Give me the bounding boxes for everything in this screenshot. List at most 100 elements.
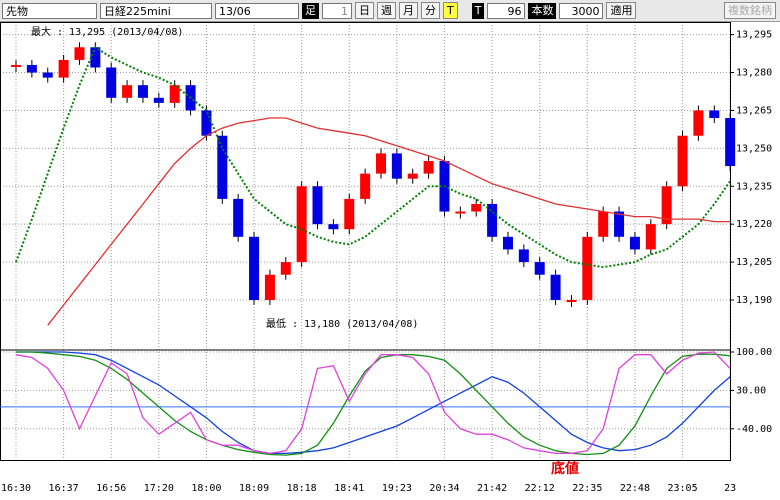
- candle: [249, 236, 260, 300]
- contract-select[interactable]: 13/06: [215, 2, 299, 19]
- y-tick-label: 30.00: [736, 385, 766, 396]
- candle: [598, 211, 609, 237]
- toolbar: 先物 日経225mini 13/06 足 1 日 週 月 分 T T 96 本数…: [0, 0, 780, 22]
- symbol-select[interactable]: 日経225mini: [100, 2, 212, 19]
- y-tick-label: 13,250: [736, 143, 772, 154]
- week-button[interactable]: 週: [377, 2, 396, 19]
- candle: [74, 47, 85, 60]
- candle: [518, 249, 529, 263]
- x-tick-label: 18:41: [334, 483, 364, 494]
- candle: [582, 236, 593, 300]
- candle: [58, 59, 69, 78]
- y-tick-label: 13,220: [736, 219, 772, 230]
- candle: [677, 135, 688, 187]
- bottom-annotation: 底値: [551, 460, 579, 477]
- chart: 最大 : 13,295 (2013/04/08) 最低 : 13,180 (20…: [0, 22, 772, 494]
- candle: [280, 262, 291, 275]
- min-annotation: 最低 : 13,180 (2013/04/08): [266, 317, 418, 330]
- candle: [693, 110, 704, 136]
- candle: [360, 173, 371, 199]
- t-label: T: [471, 2, 485, 19]
- candle: [201, 110, 212, 136]
- candle: [344, 198, 355, 230]
- y-tick-label: 13,235: [736, 181, 772, 192]
- count-value[interactable]: 3000: [559, 2, 604, 19]
- t-value[interactable]: 96: [487, 2, 526, 19]
- candle: [645, 224, 656, 250]
- x-tick-label: 22:35: [572, 483, 602, 494]
- candle: [11, 64, 21, 67]
- x-tick-label: 16:56: [96, 483, 126, 494]
- x-tick-label: 18:09: [239, 483, 269, 494]
- series-line: [15, 351, 731, 455]
- candle: [629, 236, 640, 250]
- candle: [407, 173, 418, 179]
- month-button[interactable]: 月: [399, 2, 418, 19]
- candle: [296, 186, 307, 263]
- x-tick-label: 21:42: [477, 483, 507, 494]
- candle: [376, 153, 387, 174]
- apply-button[interactable]: 適用: [606, 2, 637, 19]
- y-tick-label: 13,265: [736, 105, 772, 116]
- series-line: [16, 351, 731, 455]
- x-tick-label: 22:12: [525, 483, 555, 494]
- candle: [455, 211, 466, 214]
- max-annotation: 最大 : 13,295 (2013/04/08): [31, 25, 183, 38]
- candle: [169, 85, 180, 103]
- x-tick-label: 16:37: [49, 483, 79, 494]
- y-tick-label: -40.00: [736, 424, 772, 435]
- candle: [137, 85, 148, 98]
- x-tick-label: 23: [724, 483, 736, 494]
- candle: [312, 186, 323, 225]
- candle: [264, 274, 275, 300]
- candle: [328, 224, 339, 230]
- candle: [217, 135, 228, 199]
- candle: [122, 85, 133, 98]
- minute-button[interactable]: 分: [421, 2, 440, 19]
- marks: 16:30 16:37 16:56 17:20 18:00 18:09 18:18 18:41…: [0, 30, 772, 494]
- candle: [487, 203, 498, 237]
- tick-button[interactable]: T: [443, 2, 458, 19]
- candle: [502, 236, 513, 250]
- series-line: [47, 117, 731, 326]
- x-tick-label: 16:30: [1, 483, 31, 494]
- bar-label: 足: [302, 2, 319, 19]
- panel-border: [0, 22, 731, 461]
- series-line: [15, 45, 731, 269]
- day-button[interactable]: 日: [355, 2, 374, 19]
- x-tick-label: 18:00: [191, 483, 221, 494]
- candle: [725, 118, 736, 167]
- candle: [26, 64, 37, 73]
- count-label: 本数: [528, 2, 557, 19]
- market-select[interactable]: 先物: [2, 2, 97, 19]
- x-tick-label: 18:18: [287, 483, 317, 494]
- candle: [233, 198, 244, 237]
- y-tick-label: 13,190: [736, 295, 772, 306]
- candle: [106, 67, 117, 98]
- x-tick-label: 23:05: [667, 483, 697, 494]
- candle: [709, 110, 720, 119]
- x-tick-label: 19:23: [382, 483, 412, 494]
- candle: [391, 153, 402, 179]
- y-tick-label: 13,295: [736, 30, 772, 41]
- bar-count[interactable]: 1: [322, 2, 352, 19]
- candle: [90, 47, 101, 68]
- candle: [550, 274, 561, 300]
- y-tick-label: 100.00: [736, 347, 772, 358]
- multi-button[interactable]: 複数銘柄: [724, 2, 776, 19]
- x-tick-label: 22:48: [620, 483, 650, 494]
- y-tick-label: 13,280: [736, 68, 772, 79]
- x-tick-label: 17:20: [144, 483, 174, 494]
- candle: [566, 299, 577, 302]
- candle: [423, 160, 434, 174]
- candle: [471, 203, 482, 212]
- y-tick-label: 13,205: [736, 257, 772, 268]
- candle: [614, 211, 625, 237]
- candle: [42, 72, 53, 78]
- series-line: [16, 351, 731, 456]
- candle: [153, 97, 164, 103]
- candle: [661, 186, 672, 225]
- candle: [534, 262, 545, 275]
- x-tick-label: 20:34: [429, 483, 459, 494]
